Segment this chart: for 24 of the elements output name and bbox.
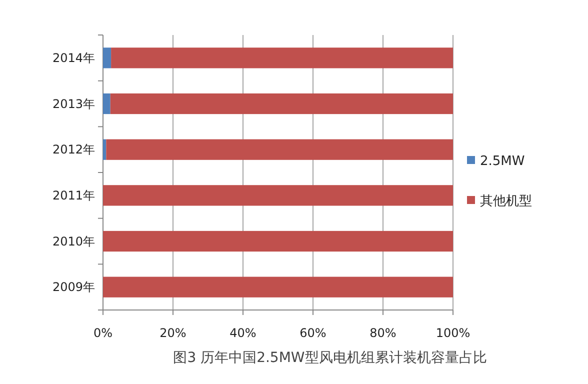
y-tick-label: 2014年 [52, 50, 95, 65]
x-tick-label: 0% [93, 326, 113, 340]
y-tick-label: 2012年 [52, 142, 95, 157]
legend-label: 2.5MW [480, 154, 525, 169]
bar [106, 139, 453, 160]
bar [103, 93, 110, 114]
text: 图3 历年中国2.5MW型风电机组累计装机容量占比 [173, 350, 487, 366]
bar [110, 93, 453, 114]
x-tick-label: 80% [370, 326, 396, 340]
y-tick-label: 2011年 [52, 188, 95, 202]
x-tick-label: 20% [160, 326, 186, 340]
x-tick-label: 100% [436, 326, 470, 340]
bar [103, 48, 112, 68]
bar [111, 48, 453, 68]
legend-label: 其他机型 [480, 194, 532, 209]
bar [103, 139, 106, 160]
bar [103, 185, 453, 206]
y-tick-label: 2009年 [52, 280, 95, 294]
x-tick-label: 40% [230, 326, 256, 340]
y-tick-label: 2013年 [52, 96, 95, 111]
x-tick-label: 60% [300, 326, 326, 340]
y-tick-label: 2010年 [52, 234, 95, 248]
bar [103, 230, 453, 252]
bar [103, 276, 453, 298]
